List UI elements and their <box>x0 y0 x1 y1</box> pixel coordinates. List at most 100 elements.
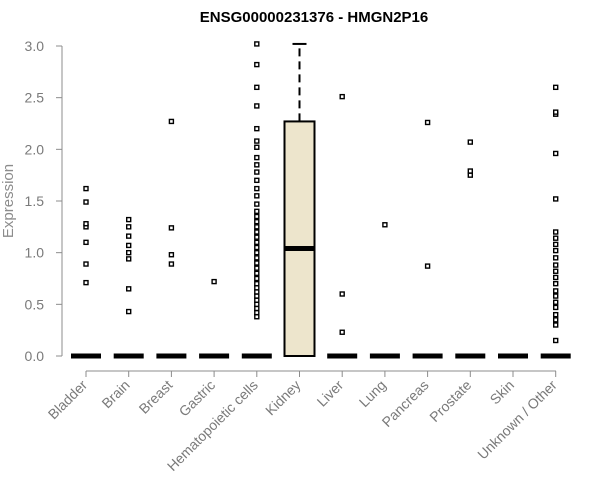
outlier-point <box>254 125 260 132</box>
outlier-point <box>254 103 260 109</box>
outlier-point <box>254 239 260 246</box>
outlier-point <box>553 337 559 344</box>
outlier-point <box>254 218 260 225</box>
outlier-point <box>254 260 260 266</box>
y-tick-label: 0.5 <box>25 296 45 312</box>
outlier-point <box>254 144 260 150</box>
outlier-point <box>254 169 260 175</box>
outlier-point <box>553 150 559 157</box>
outlier-point <box>254 249 260 256</box>
box-series <box>71 41 571 359</box>
box-liver <box>327 93 358 359</box>
y-tick-label: 2.5 <box>25 90 45 106</box>
outlier-point <box>382 222 388 228</box>
box-body <box>283 120 316 357</box>
x-tick-label: Unknown / Other <box>474 377 560 463</box>
outlier-point <box>254 185 260 192</box>
box-lung <box>369 222 400 359</box>
outlier-point <box>254 305 260 312</box>
y-tick-label: 1.5 <box>25 193 45 209</box>
x-tick-label: Pancreas <box>379 377 432 430</box>
outlier-point <box>254 41 260 47</box>
outlier-point <box>125 308 132 315</box>
outlier-point <box>254 265 260 271</box>
outlier-point <box>125 233 132 239</box>
box-kidney <box>283 42 316 357</box>
outlier-point <box>168 261 175 267</box>
outlier-point <box>553 274 559 281</box>
outlier-point <box>254 297 260 303</box>
y-tick-label: 1.0 <box>25 245 45 261</box>
x-tick-label: Prostate <box>426 377 474 425</box>
outlier-point <box>467 168 473 174</box>
y-axis-title: Expression <box>0 164 17 238</box>
outlier-point <box>83 185 89 192</box>
outlier-point <box>168 118 175 125</box>
box-pancreas <box>412 119 443 359</box>
outlier-point <box>254 314 260 320</box>
x-tick-label: Liver <box>314 377 347 410</box>
x-tick-label: Brain <box>98 377 132 411</box>
outlier-point <box>254 301 260 308</box>
outlier-point <box>168 225 175 231</box>
outlier-point <box>424 263 431 269</box>
outlier-point <box>168 252 175 258</box>
outlier-point <box>125 224 132 230</box>
outlier-point <box>424 119 431 126</box>
box-unknown-other <box>540 84 571 359</box>
outlier-point <box>339 291 345 297</box>
chart-title: ENSG00000231376 - HMGN2P16 <box>200 9 428 26</box>
outlier-point <box>254 293 260 299</box>
x-tick-label: Skin <box>487 377 518 408</box>
y-axis-ticks: 0.0 0.5 1.0 1.5 2.0 2.5 3.0 <box>25 38 62 364</box>
outlier-point <box>553 288 559 294</box>
box-gastric <box>199 278 230 359</box>
outlier-point <box>254 193 260 199</box>
x-tick-label: Bladder <box>45 377 91 423</box>
outlier-point <box>553 109 559 115</box>
outlier-point <box>83 279 89 286</box>
x-tick-label: Kidney <box>262 377 304 419</box>
outlier-point <box>254 162 260 168</box>
outlier-point <box>254 213 260 220</box>
outlier-point <box>254 84 260 91</box>
outlier-point <box>254 309 260 316</box>
outlier-point <box>553 304 559 311</box>
outlier-point <box>467 172 473 178</box>
box-prostate <box>455 139 486 359</box>
outlier-point <box>211 278 217 285</box>
outlier-point <box>254 208 260 215</box>
box-brain <box>113 216 144 359</box>
y-tick-label: 3.0 <box>25 38 45 54</box>
outlier-point <box>83 261 89 267</box>
outlier-point <box>553 247 559 254</box>
outlier-point <box>553 268 559 274</box>
outlier-point <box>125 256 132 262</box>
outlier-point <box>553 229 559 235</box>
outlier-point <box>125 249 132 256</box>
outlier-point <box>553 299 559 305</box>
outlier-point <box>553 84 559 91</box>
outlier-point <box>553 322 559 328</box>
outlier-point <box>254 270 260 277</box>
outlier-point <box>553 293 559 299</box>
outlier-point <box>254 280 260 287</box>
x-tick-label: Breast <box>136 377 176 417</box>
outlier-point <box>254 177 260 184</box>
outlier-point <box>125 216 132 223</box>
x-tick-label: Lung <box>356 377 389 410</box>
outlier-point <box>254 201 260 207</box>
outlier-point <box>254 289 260 295</box>
outlier-point <box>254 229 260 235</box>
outlier-point <box>553 235 559 241</box>
outlier-point <box>254 154 260 161</box>
outlier-point <box>83 199 89 205</box>
outlier-point <box>553 241 559 248</box>
outlier-point <box>254 244 260 251</box>
outlier-point <box>553 280 559 287</box>
outlier-point <box>254 285 260 291</box>
outlier-point <box>83 221 89 227</box>
outlier-point <box>254 61 260 68</box>
